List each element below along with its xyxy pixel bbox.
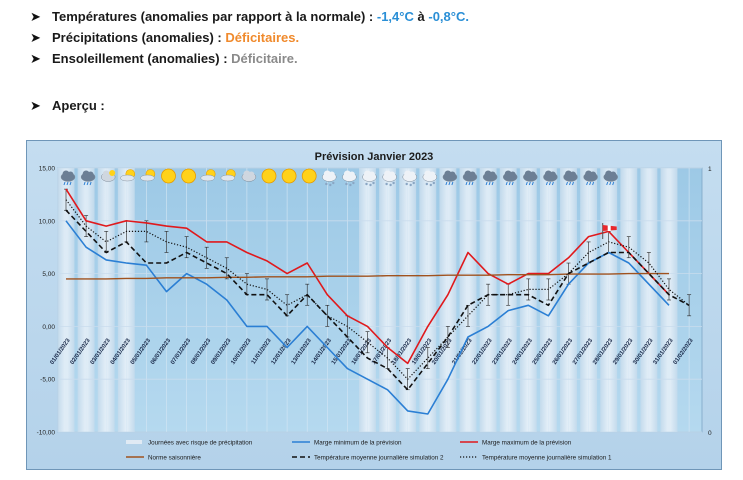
y2-tick-label: 0 (708, 430, 712, 437)
apercu-label: Aperçu : (52, 98, 105, 113)
temperatures-label: Températures (anomalies par rapport à la… (52, 9, 374, 24)
chart-title: Prévision Janvier 2023 (315, 151, 434, 163)
y-tick-label: -5,00 (40, 377, 55, 384)
sun-icon (301, 168, 317, 184)
bullet-temperatures: ➤ Températures (anomalies par rapport à … (30, 6, 730, 27)
y-tick-label: 5,00 (42, 271, 55, 278)
chart-legend: Journées avec risque de précipitation Mar… (126, 440, 612, 462)
cloud-icon (241, 170, 257, 182)
legend-swatch (126, 440, 142, 444)
bullet-precipitations: ➤ Précipitations (anomalies) : Déficitai… (30, 27, 730, 48)
snow-icon (422, 170, 438, 187)
rain-icon (462, 170, 478, 186)
legend-label: Norme saisonnière (148, 455, 201, 462)
arrow-icon: ➤ (30, 8, 41, 24)
sun-cloud-icon (200, 169, 216, 182)
legend-label: Marge maximum de la prévision (482, 440, 572, 447)
snow-icon (322, 170, 337, 187)
snow-icon (402, 170, 417, 187)
precipitations-value: Déficitaires. (225, 30, 300, 45)
legend-label: Température moyenne journalière simulati… (482, 455, 612, 462)
y-tick-label: 10,00 (39, 218, 56, 225)
legend-label: Température moyenne journalière simulati… (314, 455, 444, 462)
series-sim2-line (65, 209, 690, 391)
sun-icon (261, 168, 277, 184)
sun-cloud-icon (220, 169, 236, 182)
series-sim1-line (65, 199, 690, 380)
forecast-chart: 15,00 10,00 5,00 0,00 -5,00 -10,00 1 0 01/01/202… (26, 140, 722, 470)
snow-icon (382, 170, 397, 187)
snow-icon (362, 170, 377, 187)
ensoleillement-label: Ensoleillement (anomalies) : (52, 51, 228, 66)
legend-label: Marge minimum de la prévision (314, 440, 402, 447)
temperatures-conj: à (417, 9, 425, 24)
arrow-icon: ➤ (30, 50, 41, 66)
arrow-icon: ➤ (30, 97, 41, 113)
y-tick-label: 15,00 (39, 166, 56, 173)
sun-icon (161, 168, 176, 184)
y-tick-label: 0,00 (42, 324, 55, 331)
summary-bullets: ➤ Températures (anomalies par rapport à … (30, 6, 730, 69)
cloudy-icon (100, 170, 116, 182)
arrow-icon: ➤ (30, 29, 41, 45)
sun-icon (281, 168, 297, 184)
temperatures-to: -0,8°C. (428, 9, 469, 24)
chart-svg: 15,0010,005,000,00-5,00-10,001001/01/202… (26, 140, 722, 470)
rain-icon (80, 170, 96, 186)
y-tick-label: -10,00 (37, 430, 56, 437)
series-min-line (65, 220, 670, 415)
precipitations-label: Précipitations (anomalies) : (52, 30, 222, 45)
legend-label: Journées avec risque de précipitation (148, 440, 253, 447)
ensoleillement-value: Déficitaire. (231, 51, 298, 66)
temperatures-from: -1,4°C (376, 9, 414, 24)
rain-icon (442, 170, 458, 186)
rain-icon (60, 170, 76, 186)
apercu-heading: ➤ Aperçu : (30, 95, 105, 116)
y2-tick-label: 1 (708, 166, 712, 173)
sun-cloud-icon (140, 169, 156, 182)
rain-icon (482, 170, 498, 186)
series-max-line (65, 188, 670, 365)
bullet-ensoleillement: ➤ Ensoleillement (anomalies) : Déficitai… (30, 48, 730, 69)
rain-icon (563, 170, 578, 186)
rain-icon (502, 170, 518, 186)
series-norm-line (66, 272, 669, 280)
windsock-icon (602, 223, 617, 240)
sun-icon (181, 168, 197, 184)
rain-icon (543, 170, 558, 186)
rain-icon (583, 170, 598, 186)
rain-icon (603, 170, 618, 186)
sun-cloud-icon (120, 169, 136, 182)
rain-icon (523, 170, 538, 186)
snow-icon (342, 170, 357, 187)
